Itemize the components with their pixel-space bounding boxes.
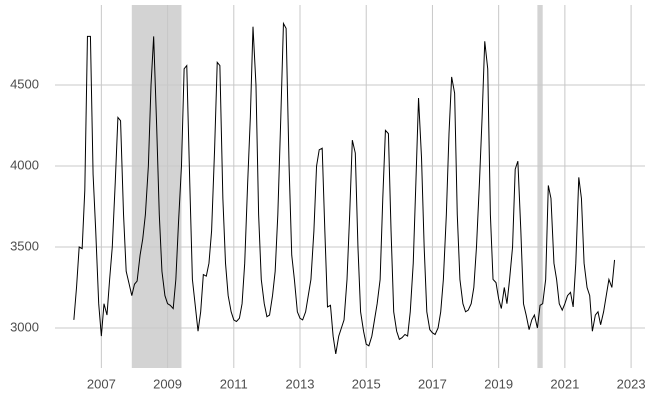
- series-line: [73, 21, 616, 354]
- shaded-region: [537, 5, 543, 368]
- x-tick-label: 2013: [286, 376, 315, 391]
- y-tick-label: 4000: [10, 157, 39, 172]
- x-tick-label: 2015: [352, 376, 381, 391]
- x-tick-label: 2007: [87, 376, 116, 391]
- x-tick-label: 2019: [484, 376, 513, 391]
- x-tick-label: 2021: [550, 376, 579, 391]
- y-tick-label: 4500: [10, 76, 39, 91]
- x-tick-label: 2023: [617, 376, 646, 391]
- x-tick-label: 2009: [153, 376, 182, 391]
- shaded-region: [131, 5, 182, 368]
- x-tick-label: 2011: [220, 376, 248, 391]
- y-tick-label: 3000: [10, 319, 39, 334]
- x-tick-label: 2017: [418, 376, 447, 391]
- y-tick-label: 3500: [10, 238, 39, 253]
